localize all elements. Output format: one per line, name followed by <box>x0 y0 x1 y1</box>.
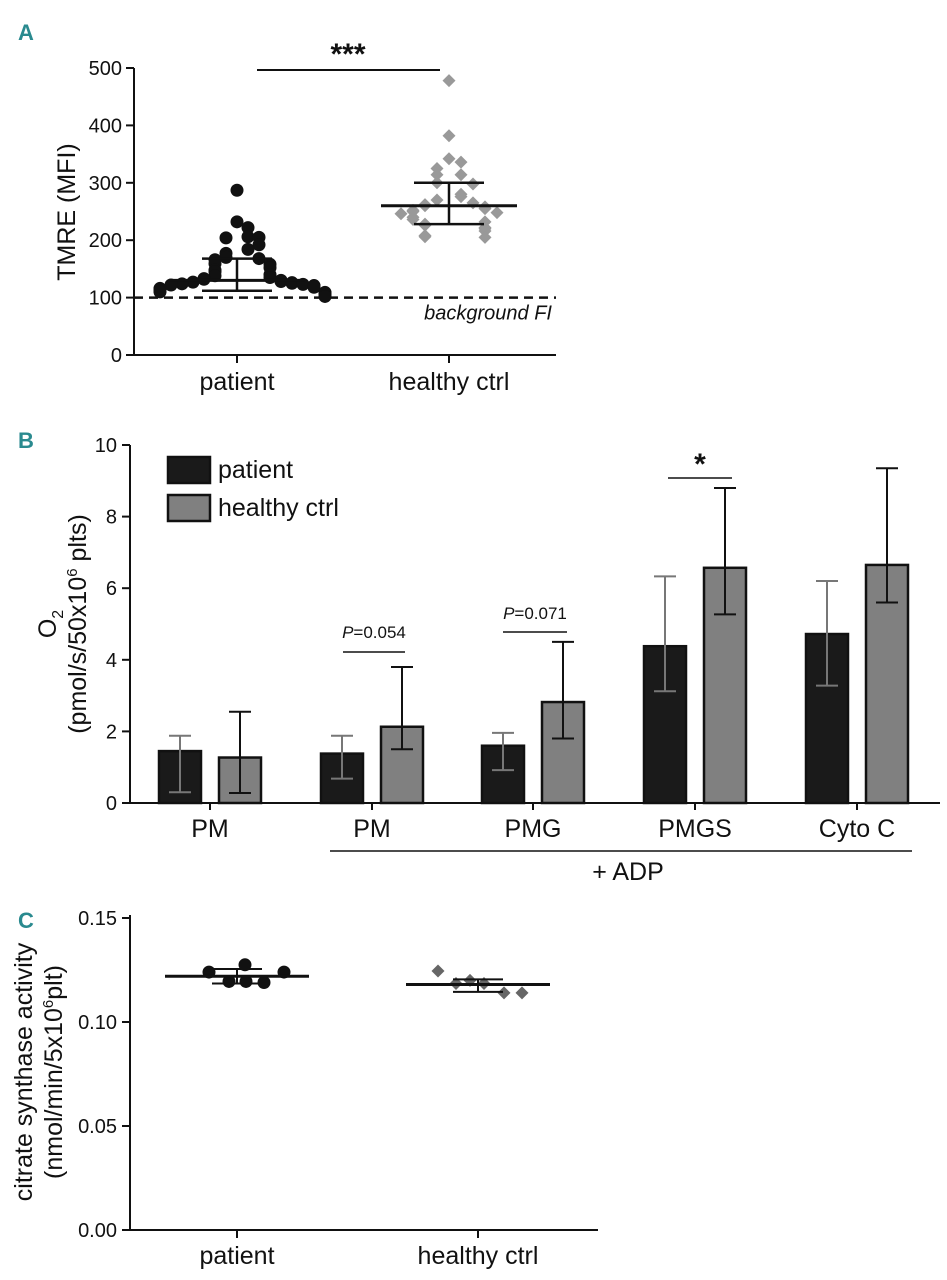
c-ytick-label: 0.00 <box>78 1220 117 1242</box>
legend-label-healthy: healthy ctrl <box>218 494 339 522</box>
a-ytick-label: 300 <box>89 173 122 195</box>
pvalue-pm-adp: P=0.054 <box>342 623 406 642</box>
a-category-label: healthy ctrl <box>389 368 510 396</box>
c-ytick-label: 0.15 <box>78 908 117 930</box>
a-category-label: patient <box>199 368 274 396</box>
panel-letter-c: C <box>18 908 34 933</box>
panel-a-y-label: TMRE (MFI) <box>53 143 81 280</box>
a-ytick-label: 400 <box>89 115 122 137</box>
c-category-label: patient <box>199 1242 274 1270</box>
a-ytick-label: 200 <box>89 230 122 252</box>
healthy-data-point <box>406 213 420 227</box>
patient-data-point <box>257 975 271 989</box>
healthy-data-point <box>442 74 456 88</box>
pvalue-p-1: P <box>342 623 354 642</box>
healthy-data-point <box>430 193 444 207</box>
patient-data-point <box>230 215 244 229</box>
legend-swatch-healthy <box>166 493 212 523</box>
patient-data-point <box>252 238 266 252</box>
healthy-data-point <box>490 206 504 220</box>
patient-data-point <box>241 230 255 244</box>
b-category-label: PM <box>191 815 229 843</box>
background-fi-label: background FI <box>424 303 552 325</box>
b-category-label: PMG <box>505 815 562 843</box>
c-y-label-sup: 6 <box>40 1000 57 1008</box>
legend-label-patient: patient <box>218 456 293 484</box>
b-category-label: PM <box>353 815 391 843</box>
healthy-data-point <box>497 986 511 1000</box>
b-ytick-label: 2 <box>106 721 117 743</box>
pvalue-rest-1: =0.054 <box>353 623 405 642</box>
healthy-data-point <box>431 964 445 978</box>
healthy-data-point <box>394 207 408 221</box>
patient-data-point <box>239 974 253 988</box>
panel-letter-b: B <box>18 428 34 453</box>
patient-data-point <box>241 242 255 256</box>
panel-a-significance-stars: *** <box>330 38 365 71</box>
legend-swatch-patient <box>166 455 212 485</box>
patient-data-point <box>241 221 255 235</box>
patient-data-point <box>230 183 244 197</box>
a-ytick-label: 100 <box>89 288 122 310</box>
b-category-label: PMGS <box>658 815 732 843</box>
y-label-unit-a: (pmol/s/50x10 <box>64 577 92 734</box>
healthy-data-point <box>442 129 456 143</box>
healthy-data-point <box>466 196 480 210</box>
healthy-data-point <box>478 230 492 244</box>
panel-a: 0 100 200 300 400 500 patient healthy ctrl TMR… <box>53 38 556 396</box>
healthy-data-point <box>515 986 529 1000</box>
c-ytick-label: 0.05 <box>78 1116 117 1138</box>
y-label-sub: 2 <box>50 610 67 619</box>
c-category-label: healthy ctrl <box>418 1242 539 1270</box>
panel-c-y-label-line1: citrate synthase activity <box>10 942 38 1201</box>
patient-data-point <box>307 280 321 294</box>
healthy-data-point <box>418 230 432 244</box>
panel-letter-a: A <box>18 20 34 45</box>
b-ytick-label: 6 <box>106 578 117 600</box>
pvalue-pmg: P=0.071 <box>503 604 567 623</box>
healthy-data-point <box>430 168 444 182</box>
patient-data-point <box>318 289 332 303</box>
b-ytick-label: 4 <box>106 650 117 672</box>
c-ytick-label: 0.10 <box>78 1012 117 1034</box>
patient-data-point <box>153 285 167 299</box>
pvalue-rest-2: =0.071 <box>514 604 566 623</box>
a-ytick-label: 0 <box>111 345 122 367</box>
panel-c: 0.00 0.05 0.10 0.15 patient healthy ctrl cit… <box>10 908 598 1270</box>
patient-data-point <box>219 231 233 245</box>
b-category-label: Cyto C <box>819 815 895 843</box>
patient-data-point <box>222 974 236 988</box>
patient-data-point <box>285 276 299 290</box>
panel-b-y-label-line2: (pmol/s/50x106 plts) <box>64 514 92 734</box>
a-ytick-label: 500 <box>89 58 122 80</box>
adp-group-label: + ADP <box>592 858 664 886</box>
b-ytick-label: 10 <box>95 435 117 457</box>
panel-b-y-label-line1: O2 <box>34 610 67 638</box>
healthy-data-point <box>454 168 468 182</box>
y-label-sup: 6 <box>64 568 81 576</box>
y-label-o: O <box>34 619 62 638</box>
b-ytick-label: 8 <box>106 507 117 529</box>
y-label-unit-b: plts) <box>64 514 92 568</box>
healthy-data-point <box>454 155 468 169</box>
c-y-label-unit-b: plt) <box>40 965 68 1000</box>
healthy-data-point <box>442 152 456 166</box>
panel-c-y-label-line2: (nmol/min/5x106plt) <box>40 965 68 1179</box>
significance-star-pmgs: * <box>694 448 706 481</box>
pvalue-p-2: P <box>503 604 515 623</box>
healthy-data-point <box>454 190 468 204</box>
b-ytick-label: 0 <box>106 793 117 815</box>
patient-data-point <box>186 275 200 289</box>
c-y-label-unit-a: (nmol/min/5x10 <box>40 1008 68 1179</box>
healthy-data-point <box>478 202 492 216</box>
